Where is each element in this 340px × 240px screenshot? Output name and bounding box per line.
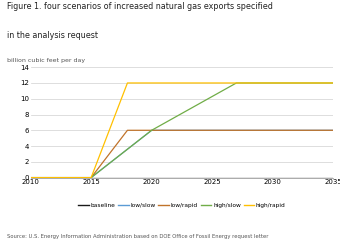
Text: in the analysis request: in the analysis request xyxy=(7,31,98,40)
Text: billion cubic feet per day: billion cubic feet per day xyxy=(7,58,85,63)
Text: Source: U.S. Energy Information Administration based on DOE Office of Fossil Ene: Source: U.S. Energy Information Administ… xyxy=(7,234,268,239)
Legend: baseline, low/slow, low/rapid, high/slow, high/rapid: baseline, low/slow, low/rapid, high/slow… xyxy=(76,200,288,210)
Text: Figure 1. four scenarios of increased natural gas exports specified: Figure 1. four scenarios of increased na… xyxy=(7,2,273,11)
